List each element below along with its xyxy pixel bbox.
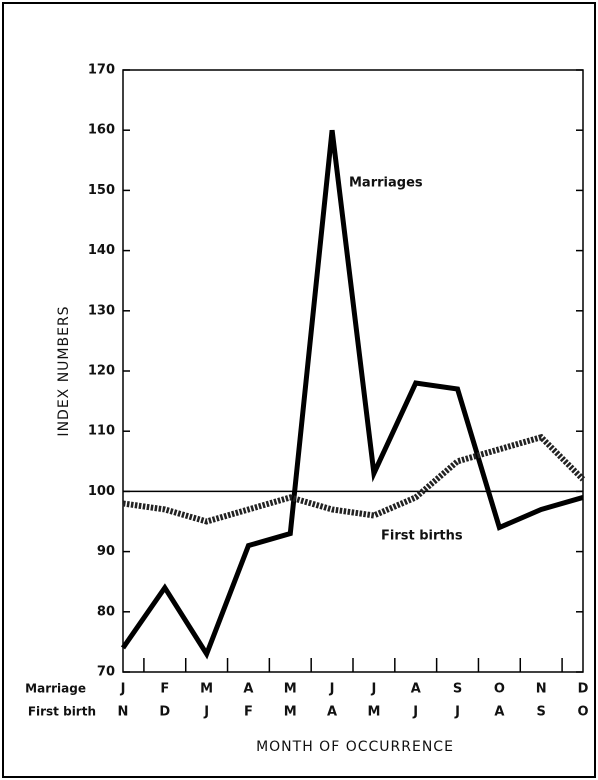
- x-tick-label: J: [412, 705, 418, 720]
- x-tick-label: A: [494, 705, 504, 720]
- x-tick-label: N: [118, 705, 129, 720]
- x-axis-label: MONTH OF OCCURRENCE: [256, 739, 454, 755]
- y-tick-label: 100: [88, 484, 115, 499]
- x-tick-label: A: [327, 705, 337, 720]
- y-tick-label: 150: [88, 183, 115, 198]
- y-axis-label: INDEX NUMBERS: [56, 305, 72, 436]
- x-tick-label: O: [577, 705, 588, 720]
- y-tick-label: 80: [97, 604, 115, 619]
- x-tick-label: J: [203, 705, 209, 720]
- series-annotation: First births: [381, 529, 463, 544]
- y-tick-label: 110: [88, 424, 115, 439]
- x-tick-label: D: [159, 705, 170, 720]
- x-tick-label: J: [370, 682, 376, 697]
- x-tick-label: M: [200, 682, 213, 697]
- x-tick-label: J: [120, 682, 126, 697]
- y-tick-label: 160: [88, 123, 115, 138]
- y-tick-label: 140: [88, 243, 115, 258]
- series-line: [122, 433, 586, 525]
- x-tick-label: M: [284, 682, 297, 697]
- x-tick-label: D: [578, 682, 589, 697]
- row-label: First birth: [28, 705, 96, 719]
- x-tick-label: M: [367, 705, 380, 720]
- x-tick-label: F: [244, 705, 253, 720]
- y-tick-label: 90: [97, 544, 115, 559]
- x-tick-label: J: [454, 705, 460, 720]
- series-annotation: Marriages: [349, 176, 423, 191]
- x-tick-label: A: [411, 682, 421, 697]
- x-tick-label: J: [329, 682, 335, 697]
- x-tick-label: S: [453, 682, 462, 697]
- x-tick-label: O: [494, 682, 505, 697]
- series-line: [120, 129, 584, 660]
- y-tick-label: 170: [88, 63, 115, 78]
- y-tick-label: 120: [88, 364, 115, 379]
- x-tick-label: M: [284, 705, 297, 720]
- x-tick-label: N: [536, 682, 547, 697]
- x-tick-label: S: [536, 705, 545, 720]
- plot-frame: [122, 69, 584, 673]
- x-tick-label: F: [160, 682, 169, 697]
- row-label: Marriage: [25, 682, 86, 696]
- y-tick-label: 130: [88, 303, 115, 318]
- x-tick-label: A: [243, 682, 253, 697]
- y-tick-label: 70: [97, 665, 115, 680]
